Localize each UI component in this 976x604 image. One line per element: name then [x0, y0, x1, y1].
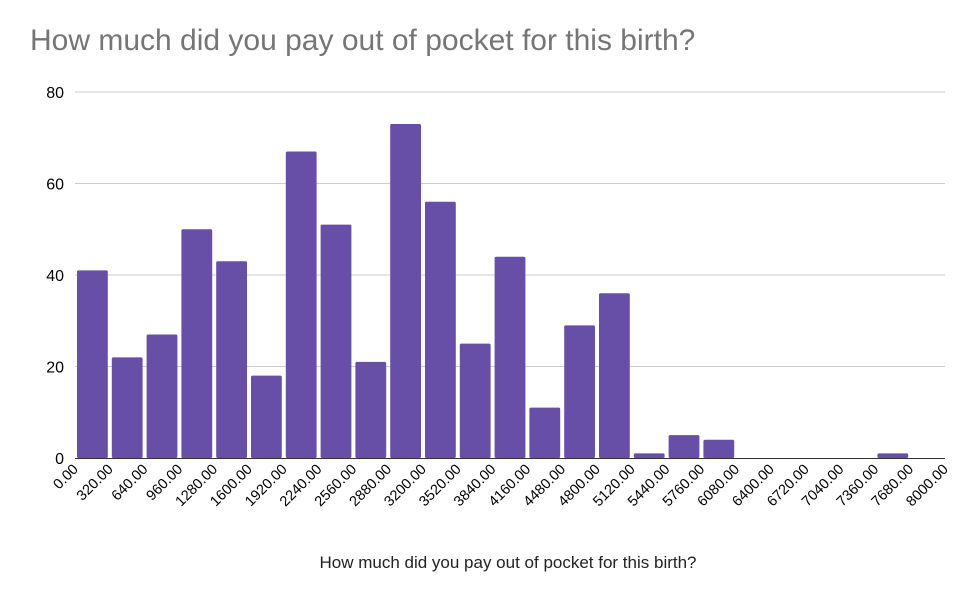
histogram-bar: [285, 151, 317, 458]
histogram-bar: [146, 334, 178, 458]
y-tick-label: 80: [46, 85, 64, 102]
histogram-bar: [320, 224, 352, 458]
histogram-bar: [355, 361, 387, 458]
chart-title: How much did you pay out of pocket for t…: [30, 24, 696, 57]
histogram-bar: [529, 407, 561, 458]
histogram-bar: [390, 124, 421, 459]
bars: [77, 124, 909, 459]
y-tick-label: 20: [46, 360, 64, 377]
y-tick-label: 0: [55, 451, 64, 468]
histogram-bar: [633, 453, 665, 458]
histogram-bar: [877, 453, 909, 458]
x-axis-title: How much did you pay out of pocket for t…: [319, 553, 697, 572]
y-axis-ticks: 0 20 40 60 80: [46, 85, 64, 468]
histogram-bar: [181, 229, 213, 458]
histogram-bar: [599, 293, 630, 458]
histogram-bar: [251, 375, 282, 458]
histogram-bar: [216, 261, 247, 458]
x-tick-label: 320.00: [74, 462, 117, 505]
y-tick-label: 60: [46, 177, 64, 194]
histogram-bar: [459, 343, 491, 458]
histogram-bar: [77, 270, 108, 458]
x-axis-ticks: 0.00320.00640.00960.001280.001600.001920…: [51, 462, 952, 510]
histogram-bar: [668, 435, 700, 458]
histogram-bar: [703, 439, 735, 458]
x-tick-label: 640.00: [109, 462, 152, 505]
y-tick-label: 40: [46, 268, 64, 285]
histogram-bar: [494, 256, 526, 458]
histogram-bar: [564, 325, 595, 458]
histogram-bar: [111, 357, 143, 458]
histogram-bar: [425, 201, 456, 459]
